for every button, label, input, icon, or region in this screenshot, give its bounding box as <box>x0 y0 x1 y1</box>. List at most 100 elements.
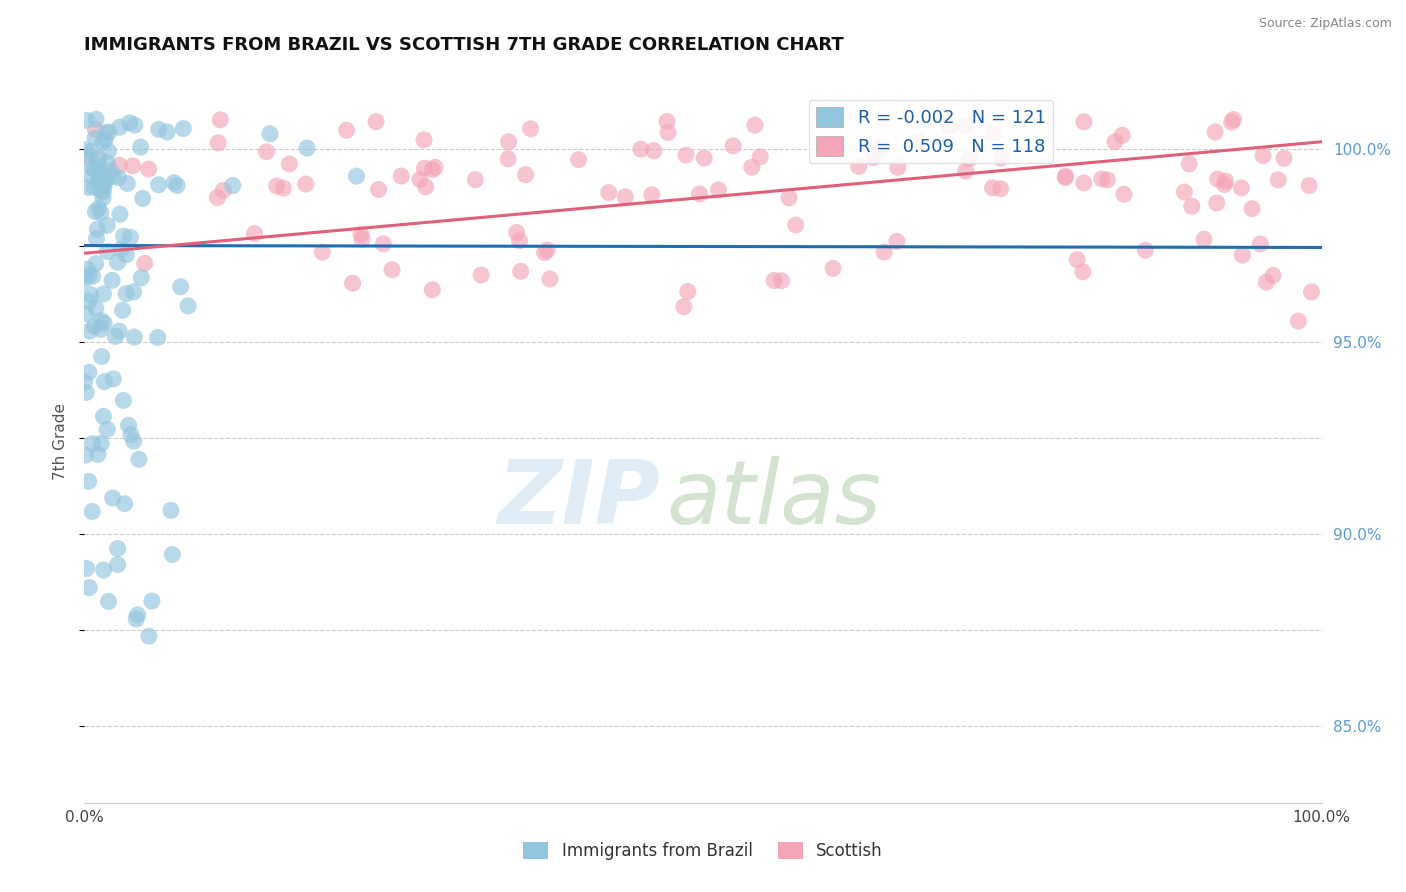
Point <box>1054 170 1077 185</box>
Point <box>83 180 105 194</box>
Point <box>907 135 929 149</box>
Point <box>770 274 793 288</box>
Point <box>243 227 266 241</box>
Point <box>127 607 149 622</box>
Point <box>413 133 436 147</box>
Point <box>134 256 156 270</box>
Point <box>86 222 108 236</box>
Point <box>1272 151 1295 165</box>
Point <box>101 491 124 505</box>
Point <box>76 150 98 164</box>
Point <box>93 375 115 389</box>
Point <box>1256 275 1278 289</box>
Point <box>1222 112 1244 127</box>
Point <box>82 269 104 284</box>
Point <box>75 143 97 157</box>
Point <box>138 162 160 177</box>
Point <box>207 136 229 150</box>
Point <box>498 135 520 149</box>
Point <box>77 268 100 283</box>
Point <box>76 113 98 128</box>
Point <box>1054 169 1077 184</box>
Point <box>114 497 136 511</box>
Text: Source: ZipAtlas.com: Source: ZipAtlas.com <box>1258 17 1392 29</box>
Point <box>983 127 1005 141</box>
Point <box>955 164 977 178</box>
Legend: R = -0.002   N = 121, R =  0.509   N = 118: R = -0.002 N = 121, R = 0.509 N = 118 <box>808 100 1053 163</box>
Point <box>107 255 129 269</box>
Point <box>73 375 96 389</box>
Y-axis label: 7th Grade: 7th Grade <box>53 403 69 480</box>
Point <box>295 141 318 155</box>
Point <box>166 178 188 193</box>
Point <box>132 191 155 205</box>
Point <box>96 244 118 259</box>
Point <box>957 152 980 166</box>
Point <box>97 125 120 139</box>
Point <box>79 287 101 301</box>
Point <box>266 179 288 194</box>
Point <box>655 114 678 128</box>
Point <box>873 245 896 260</box>
Point <box>94 126 117 140</box>
Point <box>538 272 561 286</box>
Point <box>1135 243 1157 257</box>
Point <box>938 120 960 134</box>
Point <box>90 206 112 220</box>
Point <box>96 422 118 436</box>
Point <box>278 157 301 171</box>
Point <box>115 286 138 301</box>
Point <box>643 144 665 158</box>
Point <box>707 183 730 197</box>
Point <box>641 187 664 202</box>
Point <box>100 164 122 178</box>
Point <box>1249 237 1271 252</box>
Point <box>118 116 141 130</box>
Point <box>77 475 100 489</box>
Point <box>121 159 143 173</box>
Point <box>295 177 318 191</box>
Point <box>108 158 131 172</box>
Point <box>120 230 142 244</box>
Point <box>821 261 844 276</box>
Point <box>84 122 107 136</box>
Point <box>112 229 135 244</box>
Point <box>177 299 200 313</box>
Point <box>990 182 1012 196</box>
Point <box>162 548 184 562</box>
Point <box>381 262 404 277</box>
Point <box>89 167 111 181</box>
Point <box>342 277 364 291</box>
Point <box>125 612 148 626</box>
Point <box>887 161 910 175</box>
Point <box>749 150 772 164</box>
Point <box>862 151 884 165</box>
Point <box>721 139 744 153</box>
Point <box>1173 185 1195 199</box>
Point <box>129 140 152 154</box>
Point <box>90 322 112 336</box>
Point <box>77 366 100 380</box>
Point <box>505 226 527 240</box>
Point <box>373 236 395 251</box>
Point <box>744 118 766 132</box>
Point <box>156 125 179 139</box>
Point <box>1261 268 1284 283</box>
Point <box>79 581 101 595</box>
Point <box>519 121 541 136</box>
Point <box>91 191 114 205</box>
Point <box>1112 187 1135 202</box>
Point <box>122 330 145 344</box>
Point <box>955 119 977 133</box>
Point <box>423 161 446 175</box>
Point <box>509 264 531 278</box>
Point <box>87 152 110 166</box>
Point <box>1298 178 1320 193</box>
Point <box>848 160 870 174</box>
Point <box>115 248 138 262</box>
Point <box>496 152 519 166</box>
Point <box>1213 178 1236 192</box>
Point <box>82 436 104 450</box>
Point <box>94 169 117 184</box>
Text: atlas: atlas <box>666 457 880 542</box>
